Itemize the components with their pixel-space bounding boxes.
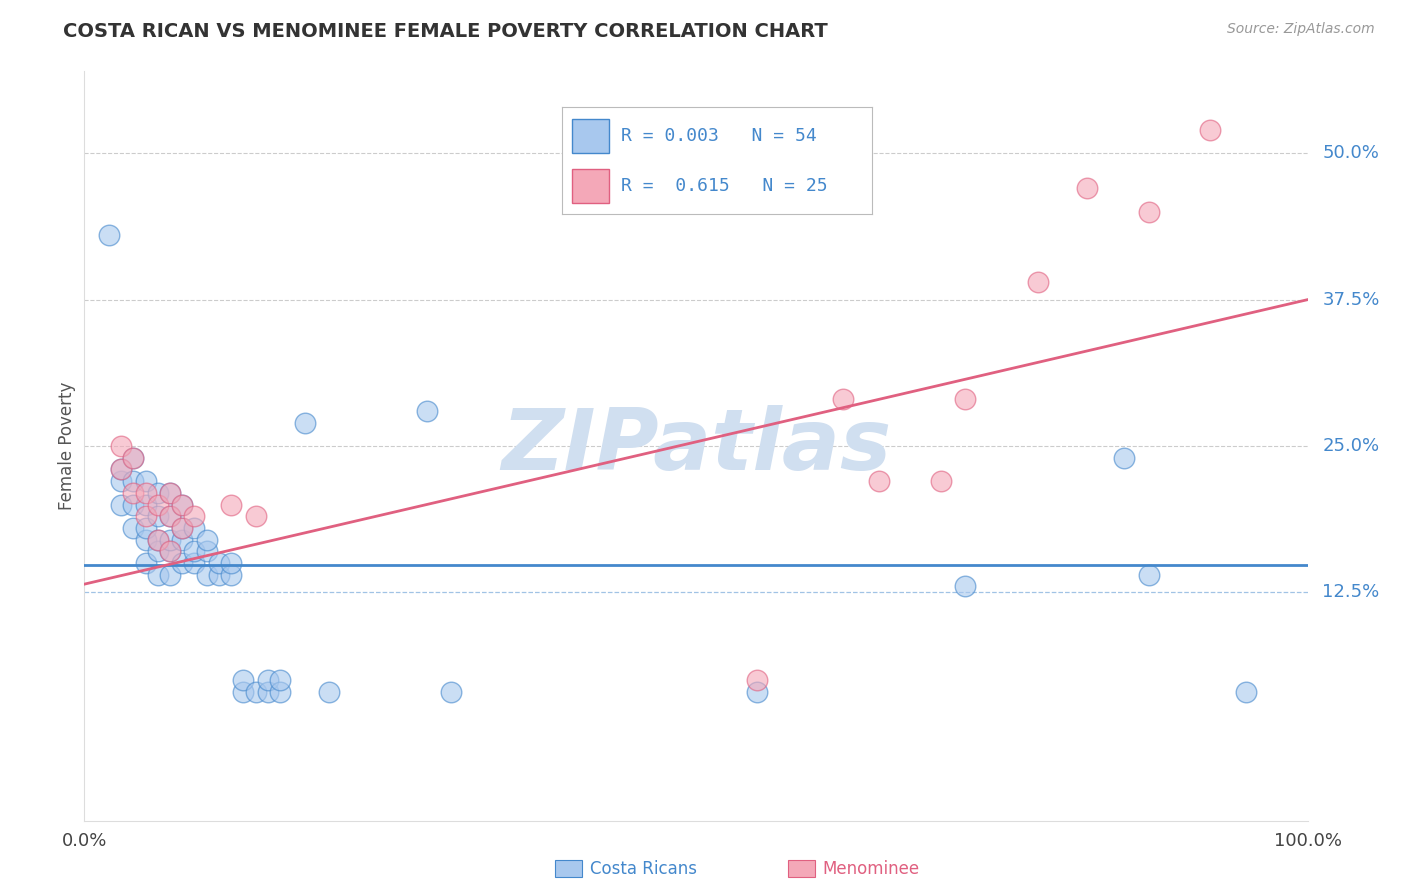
FancyBboxPatch shape — [555, 861, 582, 877]
Point — [122, 498, 145, 512]
Point — [146, 533, 169, 547]
Point — [159, 544, 181, 558]
Text: R =  0.615   N = 25: R = 0.615 N = 25 — [621, 178, 828, 195]
Point — [122, 474, 145, 488]
Point — [1114, 450, 1136, 465]
Point — [208, 567, 231, 582]
Point — [122, 450, 145, 465]
Point — [172, 521, 194, 535]
Point — [97, 228, 120, 243]
Point — [232, 685, 254, 699]
Point — [1076, 181, 1098, 195]
Point — [146, 544, 169, 558]
Point — [135, 498, 157, 512]
Point — [195, 544, 218, 558]
Point — [135, 474, 157, 488]
Point — [172, 521, 194, 535]
Text: 50.0%: 50.0% — [1322, 145, 1379, 162]
Point — [416, 404, 439, 418]
Point — [195, 533, 218, 547]
Point — [159, 544, 181, 558]
Point — [269, 673, 291, 687]
Point — [135, 521, 157, 535]
FancyBboxPatch shape — [787, 861, 814, 877]
Point — [110, 462, 132, 476]
Point — [1137, 567, 1160, 582]
Point — [257, 673, 280, 687]
Point — [122, 521, 145, 535]
Point — [294, 416, 316, 430]
Bar — [572, 169, 609, 203]
Text: COSTA RICAN VS MENOMINEE FEMALE POVERTY CORRELATION CHART: COSTA RICAN VS MENOMINEE FEMALE POVERTY … — [63, 22, 828, 41]
Point — [172, 498, 194, 512]
Text: 37.5%: 37.5% — [1322, 291, 1379, 309]
Point — [183, 556, 205, 570]
Point — [172, 533, 194, 547]
Point — [440, 685, 463, 699]
Point — [122, 450, 145, 465]
Point — [172, 556, 194, 570]
Point — [135, 556, 157, 570]
Point — [219, 498, 242, 512]
Point — [135, 533, 157, 547]
Point — [110, 498, 132, 512]
Text: 25.0%: 25.0% — [1322, 437, 1379, 455]
Point — [135, 485, 157, 500]
Point — [159, 509, 181, 524]
Point — [146, 485, 169, 500]
Point — [219, 556, 242, 570]
Text: R = 0.003   N = 54: R = 0.003 N = 54 — [621, 127, 817, 145]
Point — [318, 685, 340, 699]
Point — [245, 509, 267, 524]
Text: 12.5%: 12.5% — [1322, 583, 1379, 601]
Point — [232, 673, 254, 687]
Point — [159, 485, 181, 500]
Point — [110, 439, 132, 453]
Point — [135, 509, 157, 524]
Point — [208, 556, 231, 570]
Point — [953, 392, 976, 407]
Point — [269, 685, 291, 699]
Bar — [572, 119, 609, 153]
Point — [159, 533, 181, 547]
Point — [1198, 123, 1220, 137]
Point — [172, 498, 194, 512]
Point — [1236, 685, 1258, 699]
Point — [195, 567, 218, 582]
Point — [122, 485, 145, 500]
Point — [1137, 204, 1160, 219]
Point — [146, 509, 169, 524]
Point — [747, 685, 769, 699]
Point — [929, 474, 952, 488]
Point — [110, 474, 132, 488]
Point — [146, 533, 169, 547]
Text: Source: ZipAtlas.com: Source: ZipAtlas.com — [1227, 22, 1375, 37]
Point — [1028, 275, 1050, 289]
Point — [159, 509, 181, 524]
Point — [219, 567, 242, 582]
Point — [146, 498, 169, 512]
Text: ZIPatlas: ZIPatlas — [501, 404, 891, 488]
Y-axis label: Female Poverty: Female Poverty — [58, 382, 76, 510]
Text: Menominee: Menominee — [823, 860, 920, 878]
Point — [869, 474, 891, 488]
Point — [747, 673, 769, 687]
Point — [953, 580, 976, 594]
Point — [146, 567, 169, 582]
Point — [245, 685, 267, 699]
Point — [159, 567, 181, 582]
Text: Costa Ricans: Costa Ricans — [589, 860, 696, 878]
Point — [183, 544, 205, 558]
Point — [183, 521, 205, 535]
Point — [831, 392, 853, 407]
Point — [110, 462, 132, 476]
Point — [257, 685, 280, 699]
Point — [159, 485, 181, 500]
Point — [183, 509, 205, 524]
